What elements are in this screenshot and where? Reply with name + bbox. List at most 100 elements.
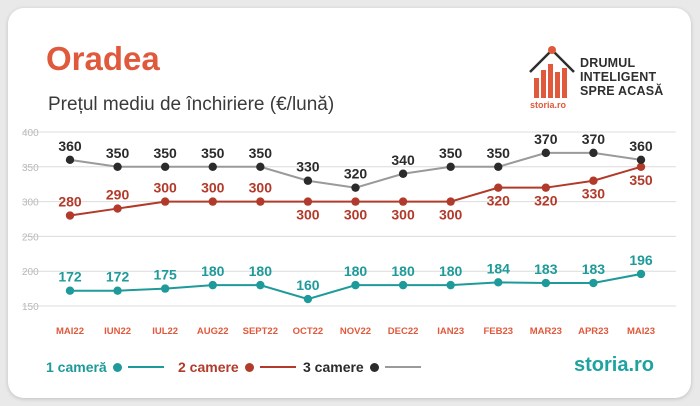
data-label: 300 (249, 180, 273, 196)
brand-small-logo: storia.ro (530, 100, 567, 110)
brand-line-3: SPRE ACASĂ (580, 84, 664, 98)
data-label: 330 (582, 186, 606, 202)
data-point (398, 197, 408, 206)
data-point (541, 148, 551, 158)
legend-label-3-rooms: 3 camere (303, 359, 364, 375)
data-point (160, 197, 170, 206)
data-label: 370 (534, 131, 558, 147)
data-label: 350 (106, 145, 130, 161)
legend-marker-1-room (112, 362, 122, 372)
data-point (303, 176, 313, 185)
data-label: 180 (439, 263, 463, 279)
data-label: 360 (629, 138, 653, 154)
data-label: 175 (153, 267, 177, 283)
data-label: 350 (439, 145, 463, 161)
x-tick-label: IAN23 (437, 326, 464, 337)
storia-logo: storia.ro (574, 354, 655, 376)
data-label: 340 (391, 152, 415, 168)
house-bars-icon (529, 46, 575, 98)
data-point (113, 286, 122, 295)
legend-item-2-rooms: 2 camere (178, 357, 296, 377)
data-point (541, 183, 551, 192)
data-point (446, 280, 455, 290)
data-point (351, 183, 360, 192)
data-point (303, 197, 313, 206)
x-tick-label: DEC22 (388, 326, 419, 337)
y-tick-label: 200 (22, 267, 39, 278)
data-label: 320 (534, 193, 558, 209)
legend-label-2-rooms: 2 camere (178, 359, 239, 375)
data-label: 183 (582, 261, 606, 277)
x-tick-label: MAR23 (530, 326, 562, 337)
legend-item-1-room: 1 cameră (46, 357, 164, 377)
data-point (65, 155, 75, 165)
data-label: 172 (58, 269, 82, 285)
data-label: 350 (249, 145, 273, 161)
y-tick-label: 400 (22, 128, 39, 139)
data-point (256, 197, 265, 206)
data-point (541, 278, 551, 288)
x-tick-label: AUG22 (197, 326, 229, 337)
data-label: 300 (296, 207, 320, 223)
data-label: 184 (487, 260, 511, 276)
line-chart: 150 200 250 300 350 400 MAI22 IUN22 IUL22 AUG22 SE… (22, 128, 676, 337)
y-tick-label: 150 (22, 302, 39, 313)
legend-line-3-rooms (384, 366, 421, 368)
data-point (494, 162, 503, 171)
legend-marker-3-rooms (369, 362, 379, 372)
data-label: 360 (58, 138, 82, 154)
x-tick-label: FEB23 (483, 326, 513, 337)
data-point (256, 280, 265, 290)
data-label: 300 (391, 207, 415, 223)
data-label: 350 (201, 145, 225, 161)
data-point (113, 204, 122, 213)
data-point (303, 294, 313, 304)
legend-line-2-rooms (259, 366, 296, 368)
chart-title: Oradea (46, 40, 160, 77)
brand-badge: DRUMUL INTELIGENT SPRE ACASĂ storia.ro (526, 42, 676, 114)
x-tick-label: OCT22 (293, 326, 324, 337)
data-label: 370 (582, 131, 606, 147)
data-label: 280 (58, 194, 82, 210)
data-point (494, 183, 503, 192)
data-label: 350 (487, 145, 511, 161)
data-label: 180 (391, 263, 415, 279)
data-label: 300 (153, 180, 177, 196)
data-point (446, 197, 455, 206)
data-label: 300 (344, 207, 368, 223)
brand-slogan: DRUMUL INTELIGENT SPRE ACASĂ (580, 56, 664, 98)
data-label: 180 (201, 263, 225, 279)
data-point (351, 197, 360, 206)
x-tick-label: IUN22 (104, 326, 131, 337)
data-point (589, 148, 598, 158)
data-label: 196 (629, 252, 653, 268)
data-point (160, 162, 170, 171)
data-point (398, 280, 408, 290)
data-point (636, 155, 646, 165)
data-label: 320 (344, 166, 368, 182)
data-label: 183 (534, 261, 558, 277)
data-point (208, 197, 217, 206)
x-tick-label: IUL22 (152, 326, 178, 337)
x-tick-label: MAI22 (56, 326, 84, 337)
legend-item-3-rooms: 3 camere (303, 357, 421, 377)
data-label: 330 (296, 159, 320, 175)
data-label: 300 (201, 180, 225, 196)
data-point (65, 286, 75, 295)
data-point (398, 169, 408, 178)
data-point (208, 162, 217, 171)
data-point (636, 269, 646, 279)
chart-subtitle: Prețul mediu de închiriere (€/lună) (48, 94, 335, 115)
data-point (208, 280, 217, 290)
legend-label-1-room: 1 cameră (46, 359, 107, 375)
data-label: 172 (106, 269, 130, 285)
y-tick-label: 350 (22, 163, 39, 174)
data-label: 290 (106, 187, 130, 203)
brand-line-1: DRUMUL (580, 56, 636, 70)
y-tick-label: 300 (22, 198, 39, 209)
data-label: 180 (344, 263, 368, 279)
data-point (351, 280, 360, 290)
data-label: 160 (296, 277, 320, 293)
data-point (160, 284, 170, 293)
x-tick-label: NOV22 (340, 326, 371, 337)
